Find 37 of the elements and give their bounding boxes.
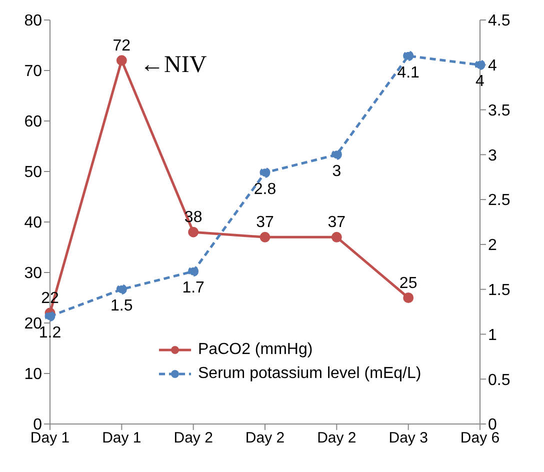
- y-tick-label: 80: [24, 12, 42, 30]
- y-tick-label: 50: [24, 164, 42, 182]
- legend-label: Serum potassium level (mEq/L): [198, 364, 422, 384]
- y2-tick-label: 3.5: [488, 102, 510, 120]
- x-tick-label: Day 2: [317, 430, 356, 447]
- x-tick-label: Day 3: [388, 430, 428, 447]
- data-label: 72: [112, 37, 131, 54]
- y2-tick-label: 1.5: [488, 282, 510, 300]
- y-tick-label: 70: [24, 63, 42, 80]
- data-label: 3: [332, 163, 342, 180]
- legend-label: PaCO2 (mmHg): [198, 340, 313, 360]
- x-tick-label: Day 6: [460, 430, 500, 447]
- y2-tick-label: 0.5: [488, 372, 510, 389]
- y-tick-label: 30: [24, 265, 42, 282]
- data-label: 25: [399, 274, 418, 292]
- y2-tick-label: 4.5: [488, 12, 510, 30]
- x-tick-label: Day 1: [102, 430, 142, 447]
- data-label: 37: [256, 214, 274, 232]
- y-tick-label: 60: [24, 114, 42, 131]
- y-tick-label: 20: [24, 316, 42, 333]
- y2-tick-label: 3: [488, 147, 497, 164]
- data-label: 1.5: [110, 298, 133, 315]
- x-tick-label: Day 1: [30, 430, 70, 447]
- data-label: 2.8: [254, 180, 276, 198]
- data-label: 37: [328, 214, 346, 232]
- x-tick-label: Day 2: [245, 430, 285, 447]
- y-tick-label: 40: [24, 214, 42, 232]
- data-label: 4.1: [397, 64, 420, 82]
- y2-tick-label: 4: [488, 58, 497, 75]
- y-tick-label: 10: [24, 366, 42, 384]
- y2-tick-label: 1: [488, 326, 497, 344]
- x-tick-label: Day 2: [174, 430, 213, 447]
- y2-tick-label: 2.5: [488, 192, 510, 210]
- data-label: 4: [476, 73, 485, 90]
- data-label: 1.7: [182, 280, 205, 297]
- annotation: ←NIV: [140, 52, 207, 79]
- y2-tick-label: 2: [488, 237, 497, 254]
